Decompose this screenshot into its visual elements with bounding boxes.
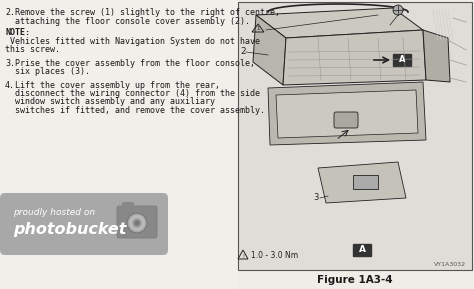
Polygon shape bbox=[256, 8, 423, 38]
Text: proudly hosted on: proudly hosted on bbox=[13, 208, 95, 217]
FancyBboxPatch shape bbox=[334, 112, 358, 128]
Text: Vehicles fitted with Navigation System do not have: Vehicles fitted with Navigation System d… bbox=[5, 36, 260, 45]
Polygon shape bbox=[268, 82, 426, 145]
Text: A: A bbox=[358, 245, 365, 255]
Text: window switch assembly and any auxiliary: window switch assembly and any auxiliary bbox=[15, 97, 215, 107]
FancyBboxPatch shape bbox=[353, 175, 378, 189]
Text: Remove the screw (1) slightly to the right of centre,: Remove the screw (1) slightly to the rig… bbox=[15, 8, 280, 17]
Text: 3: 3 bbox=[313, 194, 319, 203]
Bar bbox=[238, 2, 472, 270]
Bar bbox=[353, 244, 371, 256]
Text: !: ! bbox=[242, 253, 244, 258]
Bar bbox=[0, 0, 238, 289]
Circle shape bbox=[133, 219, 141, 227]
Text: 2.: 2. bbox=[5, 8, 15, 17]
Text: disconnect the wiring connector (4) from the side: disconnect the wiring connector (4) from… bbox=[15, 89, 260, 98]
Text: photobucket: photobucket bbox=[13, 222, 127, 237]
Text: 3.: 3. bbox=[5, 58, 15, 68]
Circle shape bbox=[130, 216, 144, 230]
Text: A: A bbox=[399, 55, 405, 64]
Text: 1.0 - 3.0 Nm: 1.0 - 3.0 Nm bbox=[251, 251, 298, 260]
FancyBboxPatch shape bbox=[117, 206, 157, 238]
Text: switches if fitted, and remove the cover assembly.: switches if fitted, and remove the cover… bbox=[15, 106, 265, 115]
Text: Prise the cover assembly from the floor console,: Prise the cover assembly from the floor … bbox=[15, 58, 255, 68]
Bar bbox=[393, 54, 411, 66]
Polygon shape bbox=[276, 90, 418, 138]
FancyBboxPatch shape bbox=[0, 193, 168, 255]
Text: Lift the cover assembly up from the rear,: Lift the cover assembly up from the rear… bbox=[15, 81, 220, 90]
Text: NOTE:: NOTE: bbox=[5, 28, 30, 37]
Text: 4.: 4. bbox=[5, 81, 15, 90]
Text: 1: 1 bbox=[256, 27, 260, 32]
Text: six places (3).: six places (3). bbox=[15, 67, 90, 76]
Text: Figure 1A3-4: Figure 1A3-4 bbox=[317, 275, 393, 285]
Text: 2: 2 bbox=[240, 47, 246, 57]
Polygon shape bbox=[423, 30, 450, 82]
Text: VY1A3032: VY1A3032 bbox=[434, 262, 466, 266]
Circle shape bbox=[127, 213, 147, 233]
Polygon shape bbox=[283, 30, 426, 85]
FancyBboxPatch shape bbox=[122, 202, 134, 210]
Polygon shape bbox=[318, 162, 406, 203]
Circle shape bbox=[135, 221, 139, 225]
Polygon shape bbox=[253, 15, 286, 85]
Circle shape bbox=[393, 5, 403, 15]
Text: attaching the floor console cover assembly (2).: attaching the floor console cover assemb… bbox=[15, 16, 250, 25]
Text: this screw.: this screw. bbox=[5, 45, 60, 54]
